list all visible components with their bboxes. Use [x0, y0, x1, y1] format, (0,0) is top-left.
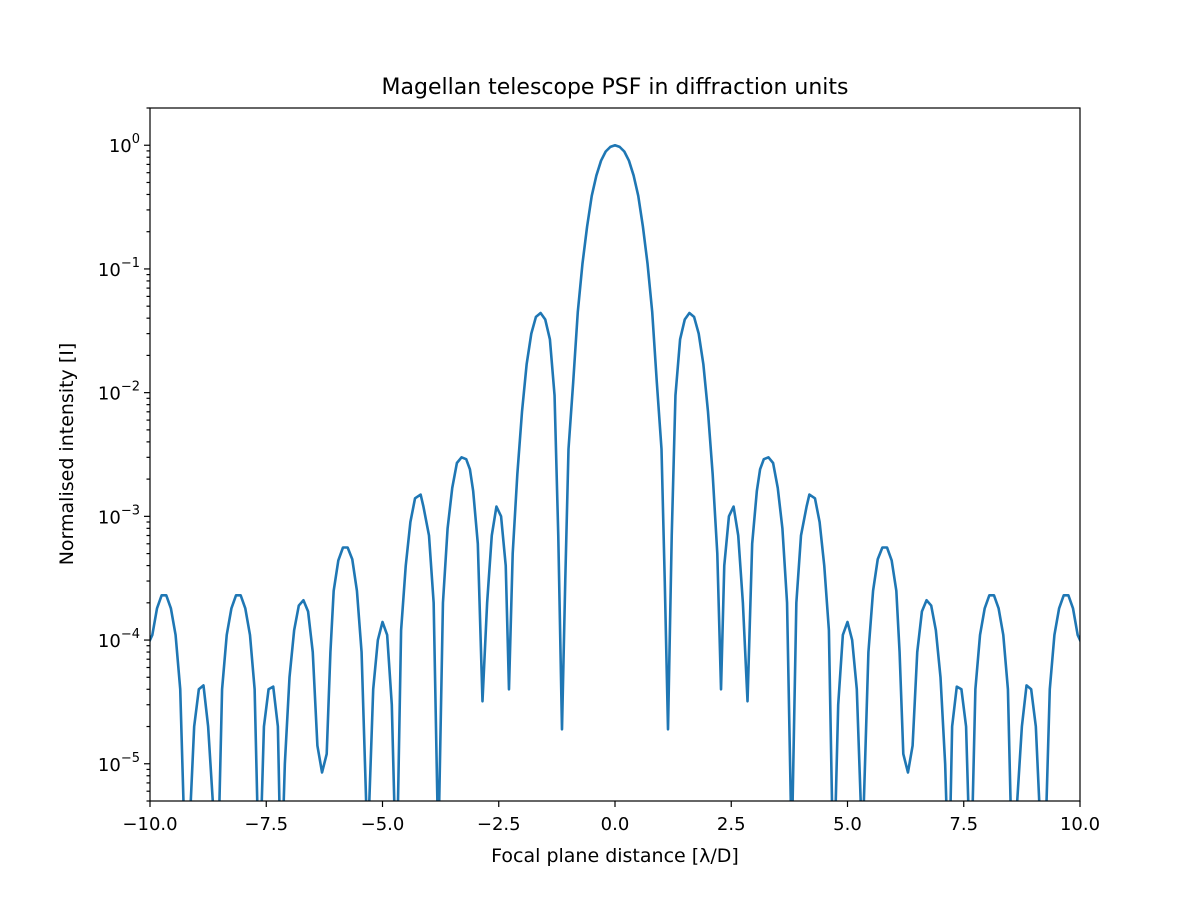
y-tick-label: 10−3 [98, 503, 140, 528]
y-tick-label: 10−4 [98, 627, 140, 652]
x-tick-label: 0.0 [601, 814, 630, 835]
x-tick-label: −5.0 [361, 814, 405, 835]
y-axis-label: Normalised intensity [I] [56, 343, 78, 566]
x-axis-label: Focal plane distance [λ/D] [491, 845, 739, 867]
y-axis: 100 10−1 10−2 10−3 10−4 10−5 [98, 107, 150, 802]
x-tick-label: −7.5 [244, 814, 288, 835]
x-tick-label: 7.5 [949, 814, 978, 835]
plot-area [150, 143, 1080, 801]
psf-series-line [150, 143, 1080, 801]
y-tick-label: 10−5 [98, 751, 140, 776]
y-tick-label: 10−1 [98, 256, 140, 281]
y-tick-label: 100 [109, 132, 140, 157]
x-tick-label: 5.0 [833, 814, 862, 835]
x-tick-label: 10.0 [1060, 814, 1100, 835]
x-tick-label: 2.5 [717, 814, 746, 835]
x-tick-label: −2.5 [477, 814, 521, 835]
x-tick-label: −10.0 [122, 814, 177, 835]
x-axis: −10.0 −7.5 −5.0 −2.5 0.0 2.5 5.0 7.5 10.0 [122, 801, 1100, 835]
chart-title: Magellan telescope PSF in diffraction un… [382, 75, 849, 100]
y-tick-label: 10−2 [98, 380, 140, 405]
